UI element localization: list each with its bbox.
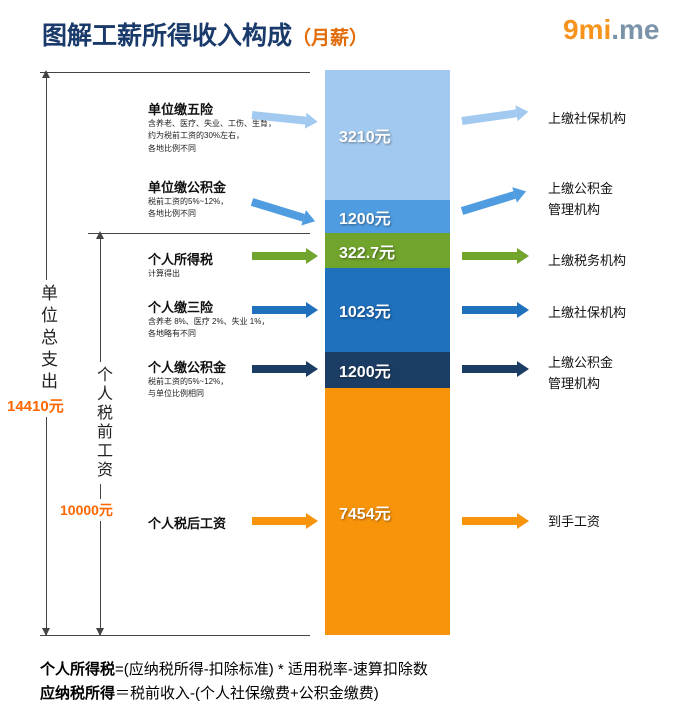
arrow-right-icon bbox=[250, 198, 305, 222]
arrow-down-icon bbox=[42, 628, 50, 636]
site-logo[interactable]: 9mi.me bbox=[563, 14, 660, 46]
segment-value: 1200元 bbox=[339, 210, 391, 228]
row-label-personal-three-insurance: 个人缴三险 bbox=[148, 300, 214, 315]
row-label-after-tax-salary: 个人税后工资 bbox=[148, 516, 227, 531]
pretax-salary-label: 个人税前工资 bbox=[89, 362, 115, 484]
row-desc-personal-three-insurance: 含养老 8%、医疗 2%、失业 1%， 各地略有不同 bbox=[148, 317, 270, 339]
arrow-up-icon bbox=[42, 70, 50, 78]
dest-label-tax-agency: 上缴税务机构 bbox=[548, 253, 627, 268]
bar-segment-after-tax-salary: 7454元 bbox=[325, 388, 450, 635]
segment-value: 322.7元 bbox=[339, 244, 396, 262]
row-label-personal-income-tax: 个人所得税 bbox=[148, 252, 214, 267]
dest-label-housing-fund-agency-2: 上缴公积金 管理机构 bbox=[548, 355, 614, 392]
dest-label-housing-fund-agency-1: 上缴公积金 管理机构 bbox=[548, 181, 614, 218]
page-title-suffix: （月薪） bbox=[292, 28, 369, 49]
arrow-right-icon bbox=[462, 513, 529, 529]
row-desc-personal-housing-fund: 税前工资的5%~12%， 与单位比例相同 bbox=[148, 377, 229, 399]
stacked-bar: 3210元 1200元 322.7元 1023元 1200元 7454元 bbox=[325, 70, 450, 635]
row-label-company-five-insurance: 单位缴五险 bbox=[148, 102, 214, 117]
arrow-right-icon bbox=[462, 248, 529, 264]
row-desc-personal-income-tax: 计算得出 bbox=[148, 269, 180, 278]
arrow-right-icon bbox=[461, 109, 518, 125]
segment-value: 1200元 bbox=[339, 364, 391, 381]
arrow-down-icon bbox=[96, 628, 104, 636]
row-desc-company-five-insurance: 含养老、医疗、失业、工伤、生育， 约为税前工资的30%左右， 各地比例不同 bbox=[148, 119, 276, 153]
dest-label-social-security-2: 上缴社保机构 bbox=[548, 305, 627, 320]
arrow-right-icon bbox=[252, 302, 318, 318]
dest-label-social-security-1: 上缴社保机构 bbox=[548, 111, 627, 126]
bar-segment-personal-income-tax: 322.7元 bbox=[325, 233, 450, 268]
page-title: 图解工薪所得收入构成（月薪） bbox=[42, 16, 368, 52]
segment-value: 3210元 bbox=[339, 129, 391, 146]
site-logo-primary: 9mi bbox=[563, 14, 612, 45]
row-label-personal-housing-fund: 个人缴公积金 bbox=[148, 360, 227, 375]
formula-income-tax: 个人所得税=(应纳税所得-扣除标准) * 适用税率-速算扣除数 bbox=[40, 658, 428, 679]
dest-label-take-home-pay: 到手工资 bbox=[548, 514, 601, 529]
total-expense-value: 14410元 bbox=[5, 394, 66, 417]
segment-value: 1023元 bbox=[339, 304, 391, 321]
measure-tick-pretax bbox=[88, 233, 310, 234]
formula-term: 个人所得税 bbox=[40, 661, 116, 678]
formula-expression: ＝税前收入-(个人社保缴费+公积金缴费) bbox=[115, 685, 379, 702]
page-title-main: 图解工薪所得收入构成 bbox=[42, 22, 293, 50]
pretax-salary-value: 10000元 bbox=[58, 499, 115, 521]
bar-segment-company-five-insurance: 3210元 bbox=[325, 70, 450, 200]
arrow-right-icon bbox=[252, 513, 318, 529]
arrow-right-icon bbox=[462, 302, 529, 318]
bar-segment-personal-three-insurance: 1023元 bbox=[325, 268, 450, 352]
row-desc-company-housing-fund: 税前工资的5%~12%， 各地比例不同 bbox=[148, 197, 229, 219]
row-label-company-housing-fund: 单位缴公积金 bbox=[148, 180, 227, 195]
arrow-right-icon bbox=[460, 191, 516, 215]
arrow-right-icon bbox=[252, 361, 318, 377]
measure-tick-bottom bbox=[40, 635, 310, 636]
bar-segment-company-housing-fund: 1200元 bbox=[325, 200, 450, 233]
formula-expression: =(应纳税所得-扣除标准) * 适用税率-速算扣除数 bbox=[115, 661, 428, 678]
arrow-up-icon bbox=[96, 231, 104, 239]
formula-term: 应纳税所得 bbox=[40, 685, 116, 702]
total-expense-label: 单位总支出 bbox=[34, 280, 61, 398]
formula-taxable-income: 应纳税所得＝税前收入-(个人社保缴费+公积金缴费) bbox=[40, 682, 379, 703]
bar-segment-personal-housing-fund: 1200元 bbox=[325, 352, 450, 388]
arrow-right-icon bbox=[462, 361, 529, 377]
segment-value: 7454元 bbox=[339, 505, 391, 523]
arrow-right-icon bbox=[252, 248, 318, 264]
measure-tick-top bbox=[40, 72, 310, 73]
site-logo-secondary: .me bbox=[611, 14, 660, 45]
